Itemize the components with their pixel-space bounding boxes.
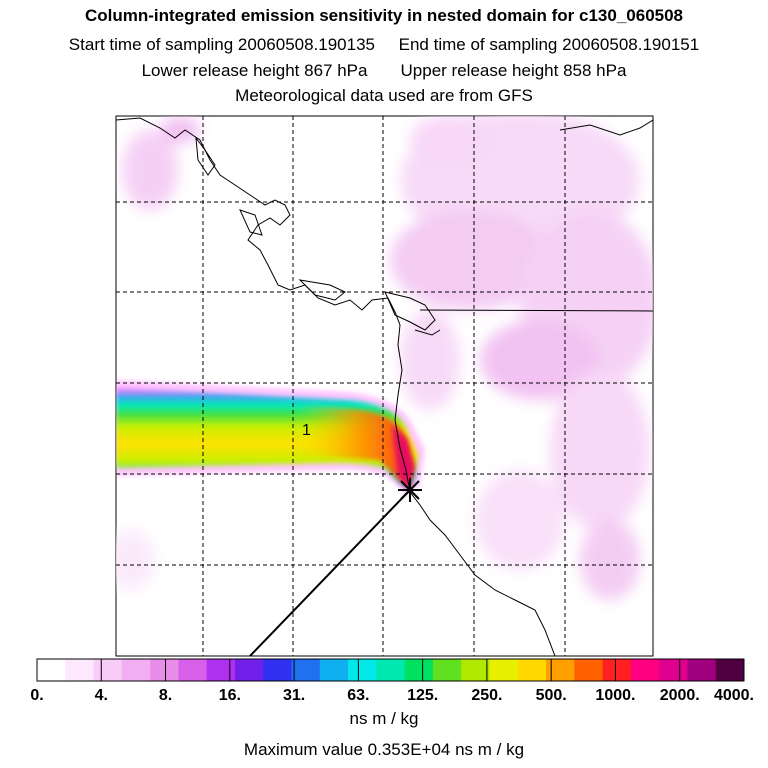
- maximum-value: Maximum value 0.353E+04 ns m / kg: [243, 740, 525, 759]
- colorbar-tick-label: 63.: [347, 687, 369, 700]
- colorbar-swatch: [65, 659, 95, 681]
- plume: [116, 380, 425, 495]
- sampling-times: Start time of sampling 20060508.190135 E…: [0, 35, 768, 55]
- colorbar-swatch: [263, 659, 293, 681]
- colorbar-swatch: [319, 659, 349, 681]
- colorbar-swatch: [574, 659, 604, 681]
- colorbar-swatch: [602, 659, 632, 681]
- release-point-marker: [398, 478, 422, 502]
- colorbar-tick-label: 2000.: [660, 687, 700, 700]
- colorbar-tick-label: 500.: [536, 687, 567, 700]
- sampling-end: End time of sampling 20060508.190151: [398, 35, 700, 54]
- release-lower: Lower release height 867 hPa: [141, 61, 368, 80]
- colorbar-swatch: [234, 659, 264, 681]
- colorbar-swatch: [630, 659, 660, 681]
- colorbar-swatch: [489, 659, 519, 681]
- colorbar-tick-label: 31.: [283, 687, 305, 700]
- map-label-1: 1: [302, 422, 311, 439]
- colorbar-tick-label: 125.: [407, 687, 438, 700]
- colorbar-swatch: [178, 659, 208, 681]
- trajectory-line: [249, 489, 411, 656]
- colorbar-tick-label: 250.: [471, 687, 502, 700]
- colorbar-swatch: [715, 659, 745, 681]
- colorbar-swatch: [376, 659, 406, 681]
- colorbar-swatch: [687, 659, 717, 681]
- colorbar-swatch: [432, 659, 462, 681]
- colorbar-unit: ns m / kg: [349, 709, 419, 728]
- colorbar-swatch: [150, 659, 179, 681]
- colorbar-frame: [36, 658, 745, 682]
- colorbar-swatch: [206, 659, 236, 681]
- colorbar-swatch: [291, 659, 321, 681]
- coastline: [116, 117, 653, 656]
- colorbar-tick-label: 1000.: [595, 687, 635, 700]
- chart-title: Column-integrated emission sensitivity i…: [84, 6, 684, 25]
- colorbar-swatches: [37, 659, 745, 681]
- release-heights: Lower release height 867 hPa Upper relea…: [0, 61, 768, 81]
- colorbar: 0. 4. 8. 16. 31. 63. 125. 250. 500. 1000. 2000. 400…: [30, 658, 754, 700]
- grid-lines: [116, 116, 653, 656]
- colorbar-swatch: [37, 659, 66, 681]
- colorbar-ticks: 0. 4. 8. 16. 31. 63. 125. 250. 500. 1000. 2000. 400…: [30, 659, 754, 700]
- colorbar-tick-label: 16.: [219, 687, 241, 700]
- colorbar-tick-label: 0.: [30, 687, 43, 700]
- colorbar-swatch: [517, 659, 547, 681]
- colorbar-swatch: [404, 659, 434, 681]
- sampling-start: Start time of sampling 20060508.190135: [68, 35, 376, 54]
- background-sensitivity: [116, 116, 653, 600]
- colorbar-swatch: [348, 659, 377, 681]
- colorbar-tick-label: 4000.: [714, 687, 754, 700]
- colorbar-swatch: [546, 659, 575, 681]
- colorbar-swatch: [121, 659, 151, 681]
- colorbar-tick-label: 4.: [95, 687, 108, 700]
- colorbar-swatch: [93, 659, 123, 681]
- colorbar-tick-label: 8.: [159, 687, 172, 700]
- release-upper: Upper release height 858 hPa: [400, 61, 627, 80]
- colorbar-swatch: [659, 659, 688, 681]
- colorbar-swatch: [461, 659, 490, 681]
- met-data-note: Meteorological data used are from GFS: [235, 86, 533, 105]
